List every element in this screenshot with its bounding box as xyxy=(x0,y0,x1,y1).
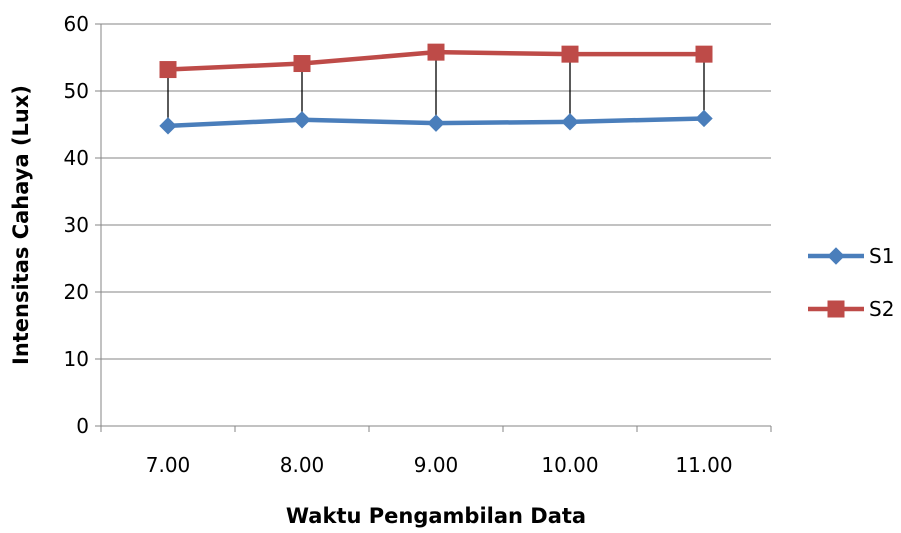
x-tick-label: 7.00 xyxy=(146,453,191,477)
legend-label: S2 xyxy=(869,297,894,321)
data-point-s2 xyxy=(427,43,445,61)
y-tick-label: 50 xyxy=(64,79,89,103)
y-tick-label: 0 xyxy=(76,414,89,438)
series-s1 xyxy=(159,109,713,135)
y-tick-label: 40 xyxy=(64,146,89,170)
tick-labels: 0 10 20 30 40 50 60 7.00 8.00 9.00 10.00 11.00 xyxy=(64,12,733,477)
y-tick-label: 10 xyxy=(64,347,89,371)
data-point-s1 xyxy=(695,109,713,128)
y-axis-title: Intensitas Cahaya (Lux) xyxy=(9,85,33,365)
data-point-s2 xyxy=(561,45,579,63)
legend: S1 S2 xyxy=(808,244,894,321)
data-point-s1 xyxy=(561,113,579,131)
data-point-s2 xyxy=(293,55,311,73)
x-tick-label: 9.00 xyxy=(414,453,459,477)
y-tick-label: 20 xyxy=(64,280,89,304)
x-tick-label: 10.00 xyxy=(541,453,598,477)
x-axis-title: Waktu Pengambilan Data xyxy=(286,504,586,528)
data-point-s1 xyxy=(293,111,311,129)
legend-swatch-marker xyxy=(827,247,845,265)
x-tick-label: 11.00 xyxy=(675,453,732,477)
data-point-s1 xyxy=(159,117,177,135)
y-tick-label: 30 xyxy=(64,213,89,237)
y-tick-label: 60 xyxy=(64,12,89,36)
data-point-s2 xyxy=(695,45,713,63)
x-tick-label: 8.00 xyxy=(280,453,325,477)
legend-swatch-marker xyxy=(827,300,845,318)
series-layer xyxy=(159,43,713,135)
legend-item-s1: S1 xyxy=(808,244,894,268)
legend-label: S1 xyxy=(869,244,894,268)
data-point-s2 xyxy=(159,61,177,79)
series-s2 xyxy=(159,43,713,79)
axes xyxy=(95,23,772,432)
legend-item-s2: S2 xyxy=(808,297,894,321)
data-point-s1 xyxy=(427,114,445,132)
drop-lines xyxy=(167,52,705,126)
